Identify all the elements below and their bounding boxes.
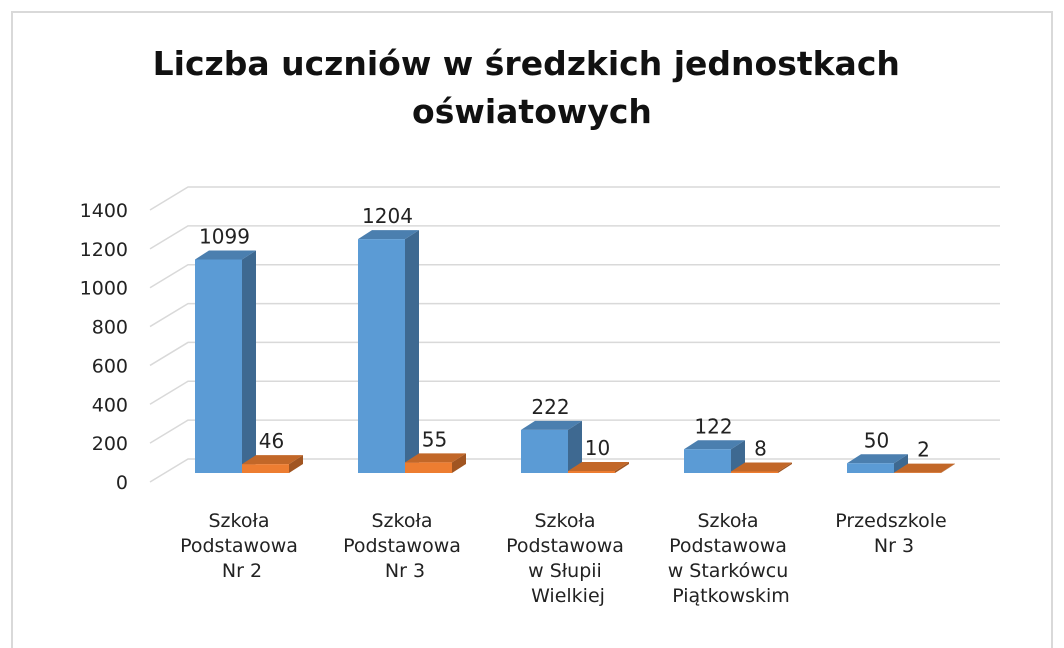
x-tick-label: Szkoła Podstawowa Nr 2 <box>180 510 304 582</box>
grid-line <box>149 225 1000 250</box>
bar-side <box>405 230 419 473</box>
data-label: 55 <box>422 427 447 451</box>
bar-top <box>521 420 582 430</box>
bar-front <box>405 462 452 473</box>
bar <box>242 455 303 473</box>
bar-top <box>894 463 955 473</box>
y-tick-label: 400 <box>92 394 128 416</box>
bar-top <box>195 250 256 260</box>
y-tick-label: 1000 <box>80 278 128 300</box>
bar-side <box>941 463 955 473</box>
bar-side <box>289 455 303 473</box>
data-label: 1099 <box>199 224 250 248</box>
bar <box>195 250 256 473</box>
bar-side <box>242 250 256 473</box>
y-tick-label: 0 <box>116 472 128 494</box>
y-tick-label: 1200 <box>80 239 128 261</box>
chart-title: Liczba uczniów w średzkich jednostkach o… <box>153 44 912 131</box>
bar-top <box>731 462 792 472</box>
bar-front <box>731 471 778 473</box>
bar-top <box>847 454 908 464</box>
data-label: 2 <box>917 438 930 462</box>
bar-side <box>615 462 629 473</box>
bar <box>405 453 466 473</box>
bar-front <box>242 464 289 473</box>
bar <box>847 454 908 473</box>
bar <box>731 462 792 473</box>
data-label: 10 <box>585 436 610 460</box>
bar-front <box>847 463 894 473</box>
bar-side <box>568 420 582 473</box>
bar-side <box>778 462 792 473</box>
bar <box>358 230 419 473</box>
bar <box>568 462 629 473</box>
y-tick-label: 600 <box>92 355 128 377</box>
bar <box>521 420 582 473</box>
bar-top <box>358 230 419 240</box>
bar-side <box>452 453 466 473</box>
data-label: 50 <box>864 428 889 452</box>
bar-front <box>568 471 615 473</box>
x-tick-label: Szkoła Podstawowa Nr 3 <box>343 510 467 582</box>
grid-line <box>149 341 1000 367</box>
chart-frame <box>11 11 1053 648</box>
bar <box>684 440 745 473</box>
data-label: 122 <box>694 414 732 438</box>
data-label: 222 <box>531 395 569 419</box>
bar <box>894 463 955 473</box>
y-tick-label: 1400 <box>80 200 128 222</box>
bar-side <box>894 454 908 473</box>
x-tick-label: Przedszkole Nr 3 <box>835 510 953 557</box>
grid-line <box>149 186 1000 211</box>
y-tick-label: 800 <box>92 317 128 339</box>
bar-top <box>242 455 303 465</box>
grid-line <box>149 380 1000 405</box>
data-label: 8 <box>754 436 767 460</box>
bar-front <box>358 239 405 473</box>
bar-front <box>195 259 242 473</box>
grid-line <box>149 302 1000 328</box>
bar-top <box>568 462 629 472</box>
bar-top <box>405 453 466 463</box>
data-label: 1204 <box>362 204 413 228</box>
bar-front <box>684 449 731 473</box>
bar-top <box>684 440 745 450</box>
y-tick-label: 200 <box>92 433 128 455</box>
grid-line <box>149 419 1000 444</box>
x-tick-label: Szkoła Podstawowa w Starkówcu Piątkowski… <box>668 510 795 607</box>
data-label: 46 <box>259 429 284 453</box>
grid-line <box>149 263 1000 289</box>
x-tick-label: Szkoła Podstawowa w Słupii Wielkiej <box>506 510 630 607</box>
bar-front <box>521 429 568 473</box>
